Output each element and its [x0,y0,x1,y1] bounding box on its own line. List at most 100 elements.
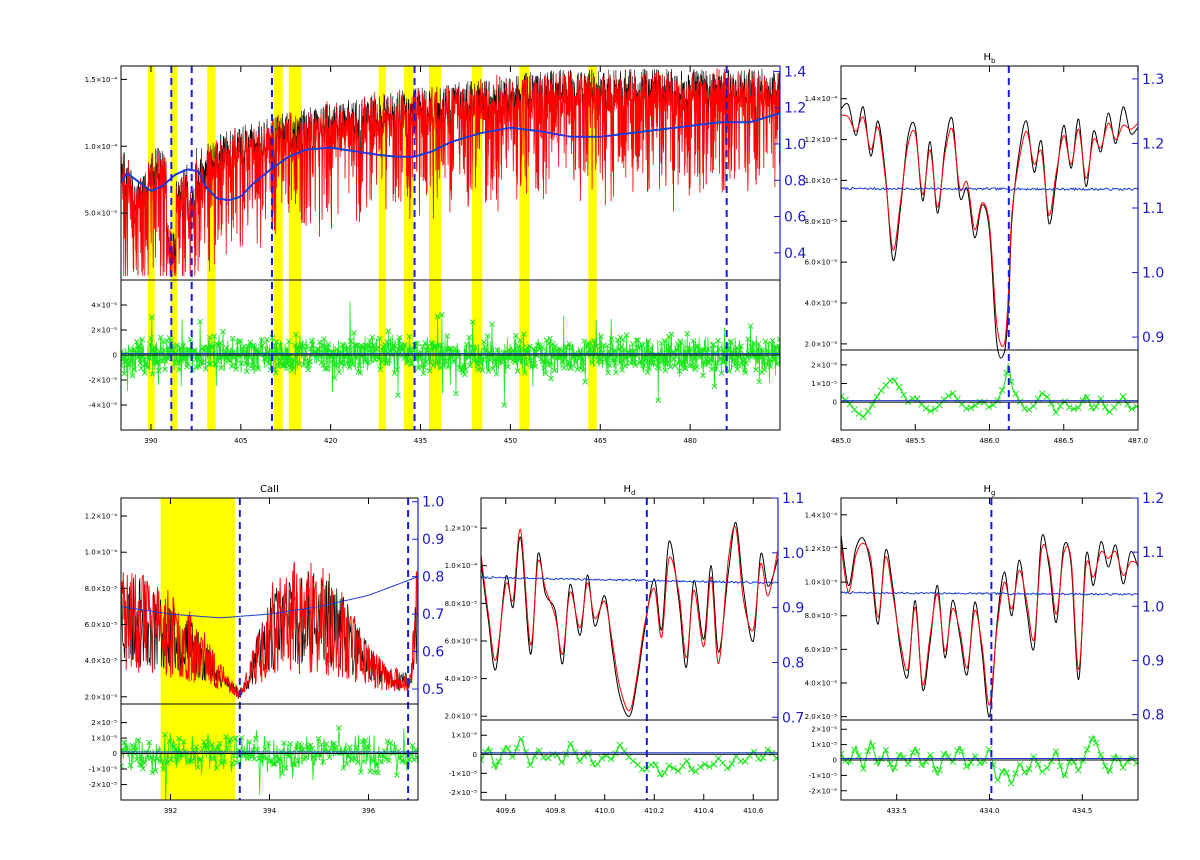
residual-marker [469,319,476,325]
x-tick-label: 410.2 [644,807,664,815]
residual-marker [514,368,521,374]
residuals [841,734,1138,787]
x-tick-label: 435 [414,437,427,445]
y-tick-label: -2×10⁻⁵ [449,789,477,797]
right-tick-label: 1.2 [784,101,806,117]
panel-title-sub: d [631,489,635,497]
residual-marker [161,347,167,354]
residual-marker [711,383,718,390]
residuals [121,301,780,408]
y-tick-label: 4×10⁻⁵ [91,302,117,310]
panel-title: Hd [624,484,636,497]
residual-marker [747,323,754,329]
right-tick-label: 1.0 [784,137,806,153]
y-tick-label: 8.0×10⁻⁵ [445,600,478,608]
x-tick-label: 480 [683,437,696,445]
bottom-frame [840,349,1139,431]
residual-marker [367,768,374,775]
y-tick-label: 1.0×10⁻⁴ [85,549,118,557]
y-tick-label: 1.0×10⁻⁴ [85,143,118,151]
y-tick-label: 2×10⁻⁵ [811,726,837,734]
bottom-frame [480,719,779,801]
y-tick-label: -1×10⁻⁵ [809,772,837,780]
y-tick-label: -4×10⁻⁵ [89,402,117,410]
right-tick-label: 0.9 [422,532,444,548]
observed-line [841,534,1138,718]
right-tick-label: 1.1 [782,491,804,507]
y-tick-label: 5.0×10⁻⁵ [85,210,118,218]
residual-marker [568,365,575,372]
residual-marker [426,368,433,374]
right-tick-label: 0.9 [782,601,804,617]
residual-marker [718,370,725,376]
mask-band [273,66,283,430]
residual-marker [148,335,154,341]
x-tick-label: 405 [234,437,247,445]
continuum-line [841,591,1138,596]
y-tick-label: 8.0×10⁻⁵ [805,218,838,226]
residual-line [121,727,418,800]
x-tick-label: 410.6 [743,807,764,815]
residual-marker [548,375,554,382]
residual-marker [293,331,299,338]
x-tick-label: 392 [164,807,177,815]
y-tick-label: 6.0×10⁻⁵ [85,621,118,629]
residual-line [841,734,1138,785]
y-tick-label: 1.2×10⁻⁴ [85,513,118,521]
x-tick-label: 394 [263,807,277,815]
y-tick-label: -2×10⁻⁵ [89,781,117,789]
right-tick-label: 0.7 [422,607,444,623]
right-tick-label: 1.0 [1142,266,1164,282]
x-tick-label: 409.6 [496,807,517,815]
right-tick-label: 1.3 [1142,72,1164,88]
plot-area [121,68,780,408]
y-tick-label: 8.0×10⁻⁵ [85,585,118,593]
panel-hgamma: 2.0×10⁻⁵ 4.0×10⁻⁵ 6.0×10⁻⁵ 8.0×10⁻⁵ 1.0×10⁻⁴… [805,484,1165,815]
y-tick-label: 1.4×10⁻⁴ [805,511,838,519]
x-tick-label: 450 [504,437,517,445]
residual-marker [375,769,381,776]
residual-marker [187,336,194,343]
mask-band [519,66,529,430]
residual-marker [493,371,500,377]
residual-marker [121,763,124,770]
model-line [121,68,780,277]
y-tick-label: 2×10⁻⁵ [91,327,117,335]
residual-marker [620,336,626,343]
panel-title-sub: g [991,489,995,497]
y-tick-label: -1×10⁻⁵ [89,766,117,774]
mask-band [147,66,155,430]
y-tick-label: 1×10⁻⁵ [811,741,837,749]
right-tick-label: 0.6 [784,210,806,226]
residual-marker [678,340,684,346]
y-tick-label: 1.0×10⁻⁴ [805,177,838,185]
x-tick-label: 486.5 [1054,437,1074,445]
y-tick-label: 8.0×10⁻⁵ [805,612,838,620]
residual-marker [343,760,350,767]
right-tick-label: 1.4 [784,64,806,80]
mask-band [207,66,216,430]
x-tick-label: 433.5 [887,807,907,815]
residual-marker [286,338,292,345]
x-tick-label: 487.0 [1128,437,1148,445]
right-tick-label: 1.0 [782,546,804,562]
right-tick-label: 1.2 [1142,136,1164,152]
y-tick-label: 2.0×10⁻⁵ [805,713,838,721]
panel-title: CaII [260,484,279,495]
right-tick-label: 0.5 [422,682,444,698]
right-tick-label: 0.7 [782,710,804,726]
residual-marker [742,369,749,376]
mask-band [428,66,441,430]
panel-title: Hg [984,484,996,497]
y-tick-label: -1×10⁻⁵ [449,770,477,778]
y-tick-label: 0 [113,352,117,360]
model-line [121,561,418,700]
right-tick-label: 0.8 [782,655,804,671]
x-tick-label: 409.8 [545,807,565,815]
residual-marker [237,338,244,344]
x-tick-label: 465 [594,437,607,445]
residual-marker [149,769,156,776]
y-tick-label: 1.2×10⁻⁴ [805,545,838,553]
residual-marker [691,356,698,363]
right-tick-label: 0.9 [1142,330,1164,346]
